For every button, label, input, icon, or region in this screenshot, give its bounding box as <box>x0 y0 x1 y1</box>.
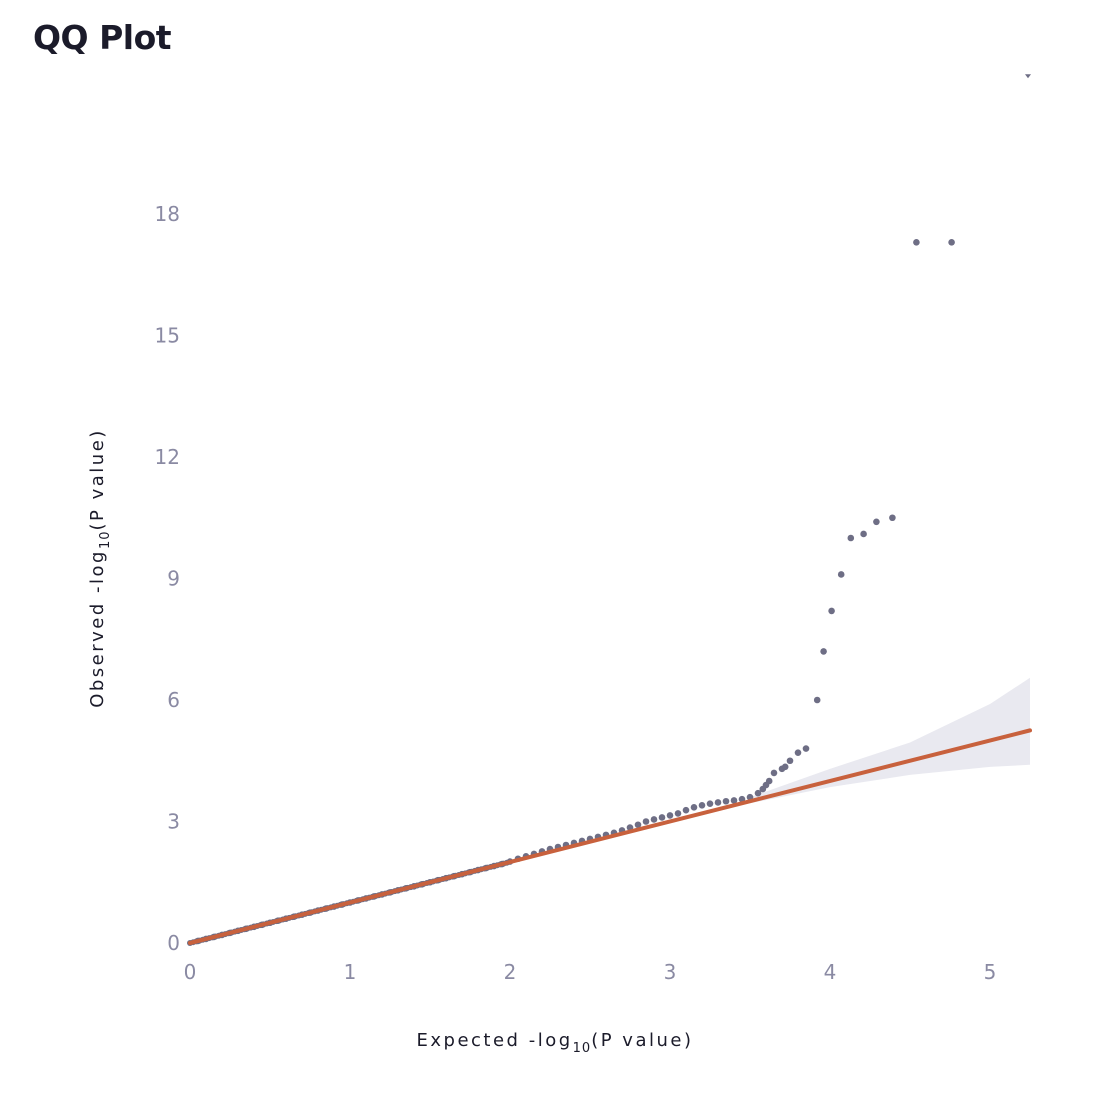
qq-point <box>706 800 714 807</box>
y-axis-title-subscript: 10 <box>98 530 113 549</box>
qq-point <box>650 816 658 823</box>
y-tick-label: 18 <box>155 202 180 226</box>
qq-point <box>754 789 762 797</box>
confidence-band <box>750 677 1030 804</box>
qq-point <box>794 749 802 756</box>
y-tick-label: 6 <box>167 688 180 712</box>
qq-point <box>698 802 706 809</box>
y-tick-label: 12 <box>155 445 180 469</box>
qq-point <box>658 814 666 821</box>
x-axis-title-suffix: (P value) <box>591 1030 693 1051</box>
chart-title: QQ Plot <box>33 18 172 57</box>
qq-point <box>770 769 778 777</box>
qq-point <box>786 757 794 765</box>
y-axis-title-prefix: Observed -log <box>87 549 108 708</box>
qq-point <box>828 607 835 615</box>
qq-point <box>634 821 642 829</box>
x-tick-label: 2 <box>504 960 517 984</box>
x-axis-title-subscript: 10 <box>573 1041 592 1056</box>
qq-point <box>682 806 690 814</box>
x-tick-label: 1 <box>344 960 357 984</box>
qq-point <box>837 571 845 578</box>
reference-line <box>188 728 1032 945</box>
y-axis-title: Observed -log10(P value) <box>87 428 113 708</box>
qq-point <box>860 530 867 538</box>
y-axis-title-suffix: (P value) <box>87 428 108 530</box>
confidence-band-layer <box>750 677 1030 804</box>
y-tick-label: 0 <box>167 931 180 955</box>
qq-point <box>690 804 698 811</box>
qq-point <box>666 812 674 819</box>
y-tick-label: 15 <box>155 324 180 348</box>
qq-point <box>889 514 896 522</box>
qq-point <box>913 239 920 246</box>
qq-point <box>820 648 827 655</box>
x-tick-label: 4 <box>824 960 837 984</box>
qq-point <box>674 810 682 817</box>
qq-point <box>714 799 722 806</box>
qq-point <box>948 239 955 246</box>
reference-line-layer <box>188 728 1032 945</box>
points-layer <box>187 74 1031 946</box>
qq-point <box>873 518 880 526</box>
x-tick-label: 0 <box>184 960 197 984</box>
offscale-point-marker <box>1025 74 1031 79</box>
x-tick-label: 5 <box>984 960 997 984</box>
y-tick-label: 3 <box>167 810 180 834</box>
x-tick-label: 3 <box>664 960 677 984</box>
x-axis-title-prefix: Expected -log <box>417 1030 573 1051</box>
qq-point <box>802 745 810 752</box>
qq-point <box>722 797 730 805</box>
y-tick-label: 9 <box>167 567 180 591</box>
qq-point <box>730 797 738 804</box>
qq-point <box>765 777 773 785</box>
qq-point <box>642 818 650 825</box>
x-axis-title: Expected -log10(P value) <box>417 1030 694 1056</box>
qq-point <box>847 534 855 542</box>
qq-point <box>781 763 789 771</box>
qq-point <box>813 696 821 704</box>
